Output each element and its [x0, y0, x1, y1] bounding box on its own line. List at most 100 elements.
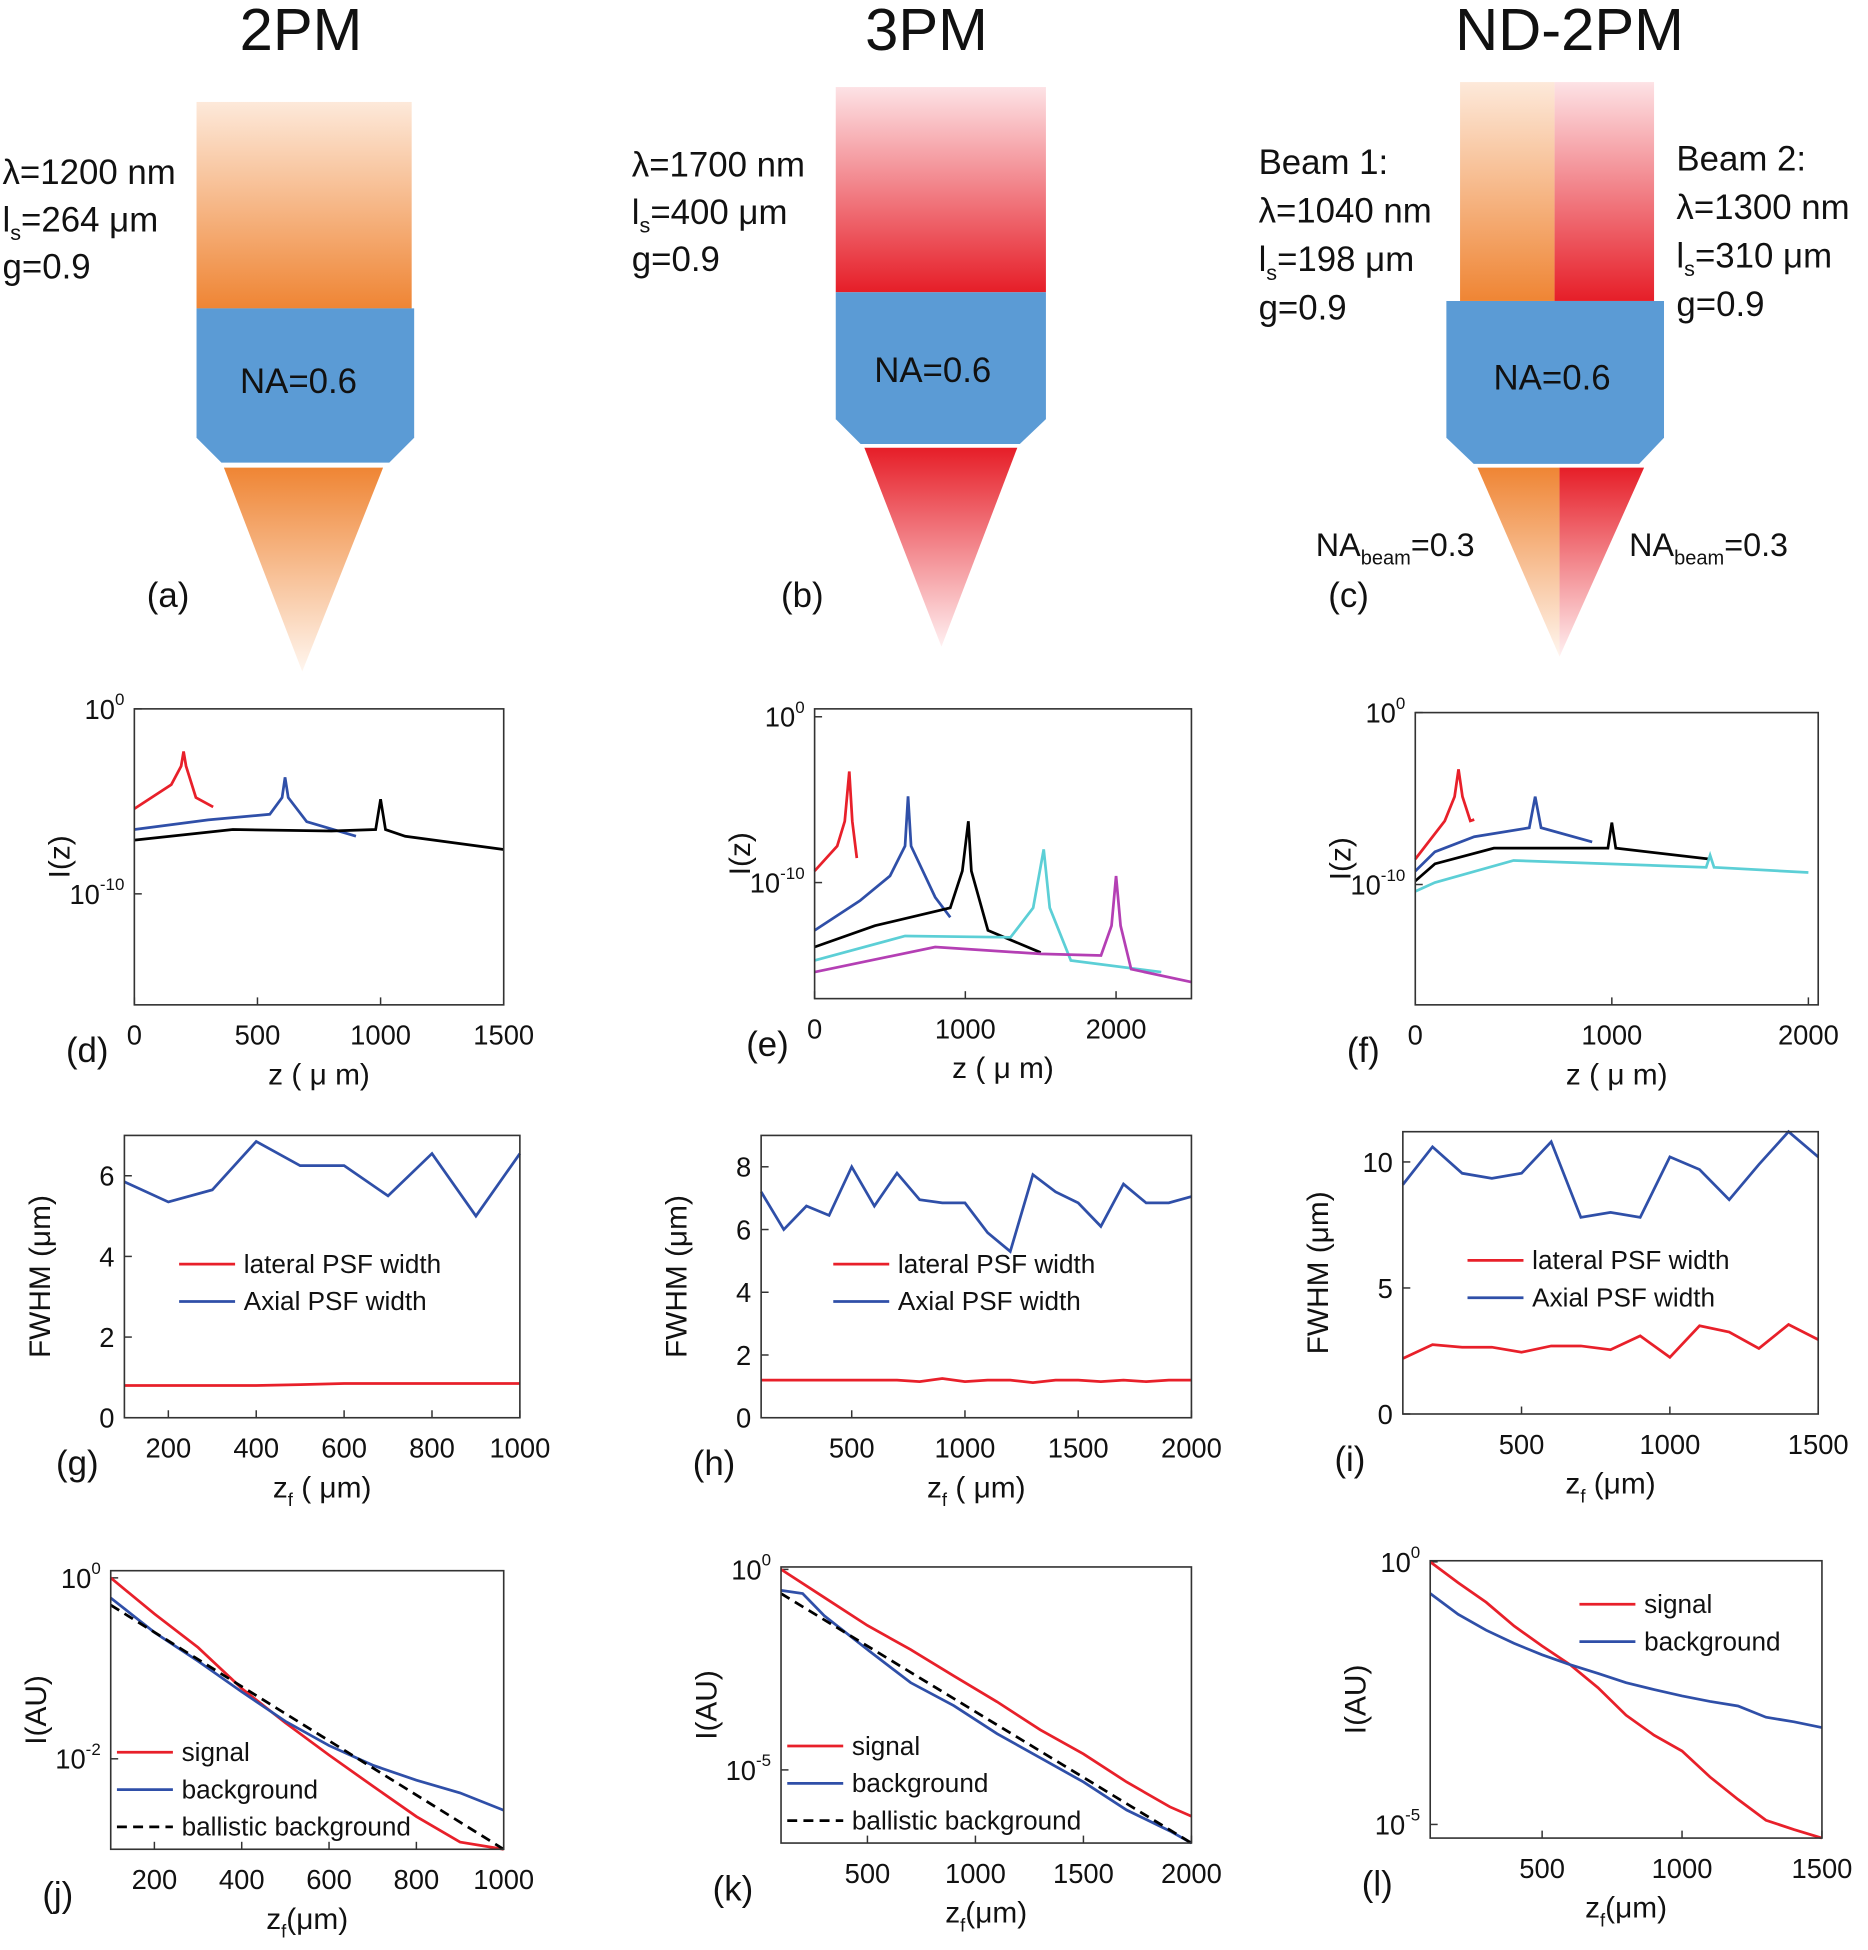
- plot-frame: [109, 1569, 505, 1851]
- x-tick-label: 1500: [1053, 1858, 1114, 1889]
- x-axis-label: zf(μm): [266, 1903, 348, 1942]
- plot-frame: [133, 708, 505, 1006]
- text-part: =0.3: [1724, 527, 1788, 563]
- x-tick-label: 1000: [945, 1858, 1006, 1889]
- diagram-2pm: [196, 101, 415, 672]
- series-line: [1414, 796, 1593, 873]
- chart: [123, 1134, 521, 1419]
- x-tick-label: 1000: [489, 1433, 550, 1464]
- parameter: λ=1700 nm: [632, 146, 805, 185]
- text-part: -10: [1381, 866, 1406, 885]
- text-part: =310 μm: [1695, 236, 1832, 275]
- parameter: g=0.9: [1676, 285, 1764, 324]
- text-part: f: [960, 1914, 966, 1935]
- x-tick-label: 500: [235, 1020, 281, 1051]
- diagram-3pm: [835, 87, 1046, 647]
- focus-cone: [1477, 467, 1560, 657]
- text-part: (μm): [965, 1897, 1027, 1930]
- text-part: z: [945, 1897, 960, 1930]
- text-part: f: [281, 1921, 287, 1942]
- y-tick-label: 10-10: [1350, 866, 1405, 901]
- text-part: f: [288, 1489, 294, 1510]
- text-part: z: [1585, 1892, 1600, 1925]
- text-part: =400 μm: [650, 193, 787, 232]
- text-part: =198 μm: [1277, 240, 1414, 279]
- plot-frame: [780, 1566, 1193, 1844]
- text-part: 10: [765, 702, 795, 733]
- series-line: [759, 1163, 1192, 1254]
- chart: [780, 1566, 1193, 1845]
- legend-label: background: [852, 1768, 988, 1798]
- beam: [835, 87, 1046, 293]
- legend-label: background: [182, 1774, 318, 1804]
- y-axis-label: I(AU): [1340, 1665, 1373, 1735]
- text-part: 10: [1365, 698, 1395, 729]
- text-part: 10: [61, 1563, 91, 1594]
- text-part: (μm): [1585, 1468, 1655, 1501]
- panel-title: 2PM: [240, 0, 363, 63]
- x-tick-label: 1000: [935, 1013, 996, 1044]
- y-tick-label: 10-10: [69, 875, 124, 910]
- text-part: 0: [1396, 694, 1405, 713]
- series-line: [1401, 1129, 1820, 1219]
- x-tick-label: 200: [146, 1433, 192, 1464]
- text-part: -5: [1405, 1806, 1420, 1825]
- parameter: ls=198 μm: [1259, 240, 1415, 285]
- chart: [1401, 1129, 1820, 1415]
- text-part: z: [266, 1903, 281, 1936]
- legend-label: ballistic background: [182, 1812, 411, 1842]
- series-line: [761, 1377, 1192, 1384]
- y-tick-label: 6: [736, 1214, 751, 1245]
- y-tick-label: 0: [1378, 1399, 1393, 1430]
- series-line: [109, 1596, 505, 1812]
- panel-label: (e): [746, 1025, 789, 1064]
- x-tick-label: 500: [1499, 1429, 1545, 1460]
- text-part: f: [1600, 1909, 1606, 1930]
- x-tick-label: 0: [807, 1013, 822, 1044]
- x-tick-label: 400: [219, 1864, 265, 1895]
- parameter: ls=400 μm: [632, 193, 788, 238]
- panel-label: (d): [66, 1031, 109, 1070]
- x-axis-label: zf(μm): [1585, 1892, 1667, 1931]
- y-axis-label: I(z): [1325, 837, 1358, 880]
- beam: [1554, 82, 1655, 301]
- x-axis-label: zf ( μm): [273, 1471, 372, 1510]
- chart: [813, 708, 1193, 1000]
- panel-title: 3PM: [865, 0, 988, 63]
- text-part: 0: [762, 1551, 771, 1570]
- y-tick-label: 2: [99, 1322, 114, 1353]
- x-tick-label: 600: [321, 1433, 367, 1464]
- panel-label: (h): [693, 1444, 736, 1483]
- series-line: [134, 777, 357, 838]
- parameter: ls=310 μm: [1676, 236, 1832, 281]
- text-part: f: [1580, 1485, 1586, 1506]
- legend-label: background: [1644, 1626, 1780, 1656]
- parameter: g=0.9: [3, 248, 91, 287]
- text-part: 10: [1380, 1547, 1410, 1578]
- plot-frame: [123, 1134, 521, 1419]
- text-part: l: [632, 193, 640, 232]
- series-line: [1429, 1560, 1823, 1840]
- plot-frame: [1414, 711, 1820, 1006]
- text-part: f: [942, 1489, 948, 1510]
- legend-label: Axial PSF width: [1532, 1282, 1715, 1312]
- series-line: [124, 1382, 520, 1387]
- y-tick-label: 100: [765, 698, 805, 733]
- legend-label: signal: [1644, 1589, 1712, 1619]
- plot-frame: [1402, 1130, 1820, 1415]
- focus-cone: [223, 467, 384, 672]
- parameter: λ=1200 nm: [3, 153, 176, 192]
- series-line: [1429, 1592, 1823, 1729]
- x-tick-label: 2000: [1086, 1013, 1147, 1044]
- y-tick-label: 10-2: [55, 1740, 101, 1775]
- series-line: [813, 771, 859, 872]
- panel-label: (a): [147, 576, 190, 615]
- text-part: 0: [795, 698, 804, 717]
- text-part: l: [1259, 240, 1267, 279]
- text-part: (μm): [286, 1903, 348, 1936]
- series-line: [1414, 769, 1475, 860]
- legend-label: lateral PSF width: [1532, 1245, 1729, 1275]
- plot-frame: [813, 708, 1193, 1000]
- series-line: [134, 799, 504, 851]
